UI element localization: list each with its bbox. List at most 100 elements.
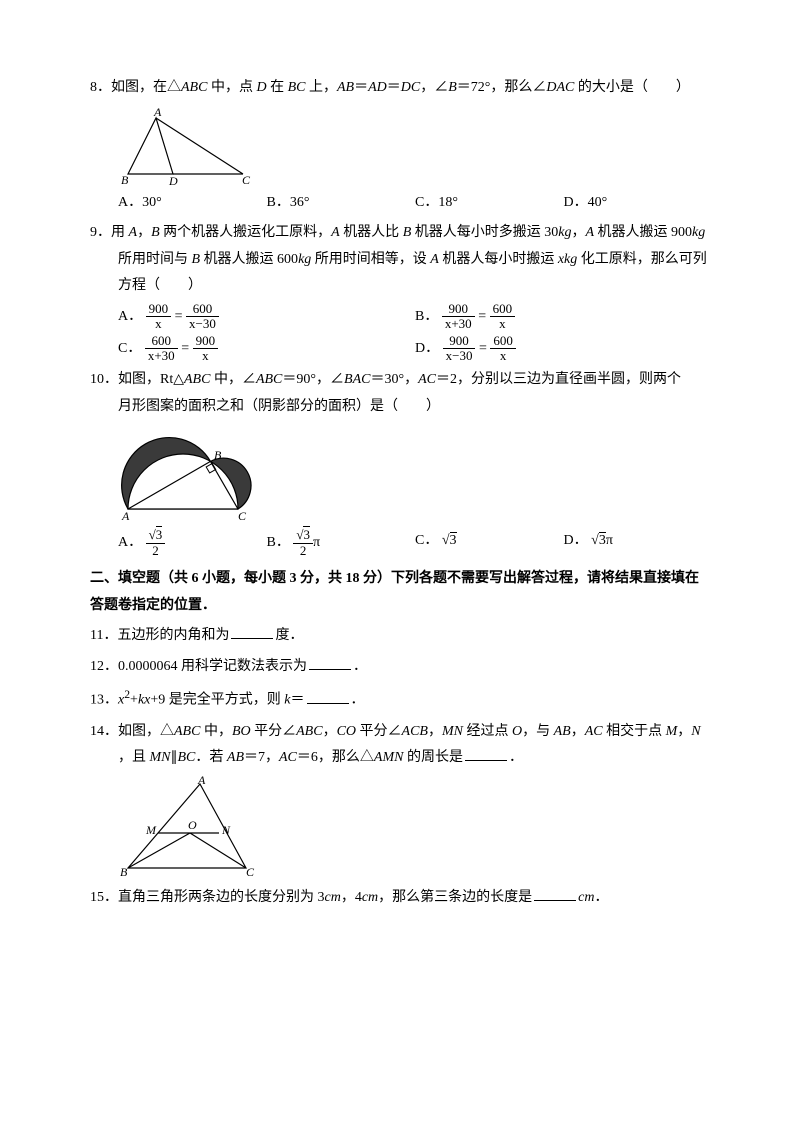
q13-tc: ＝ <box>291 693 305 708</box>
question-10: 10．如图，Rt△ABC 中，∠ABC＝90°，∠BAC＝30°，AC＝2，分别… <box>90 367 712 558</box>
svg-text:O: O <box>188 818 197 832</box>
q10-line1: 10．如图，Rt△ABC 中，∠ABC＝90°，∠BAC＝30°，AC＝2，分别… <box>90 367 712 394</box>
q8-t1: 8．如图，在△ <box>90 80 181 95</box>
q14-acb: ACB <box>402 724 428 739</box>
q14-ac2: AC <box>279 750 297 765</box>
q10-optB-pre: B． <box>267 535 290 550</box>
q13-plus: + <box>130 693 138 708</box>
q9-t10: 所用时间相等，设 <box>311 252 430 267</box>
q10-fracB: √32 <box>293 528 313 558</box>
q8-optC: C．18° <box>415 190 564 217</box>
q14-amn: AMN <box>374 750 404 765</box>
q14-t16: ＝6，那么△ <box>297 750 374 765</box>
q10-abc: ABC <box>184 372 210 387</box>
q10-fracA: √32 <box>146 528 166 558</box>
q9-b2: B <box>403 225 412 240</box>
page-content: 8．如图，在△ABC 中，点 D 在 BC 上，AB＝AD＝DC，∠B＝72°，… <box>0 0 794 955</box>
q14-t2: 中， <box>200 724 232 739</box>
q9-t11: 机器人每小时搬运 <box>439 252 558 267</box>
svg-text:N: N <box>221 823 231 837</box>
q14-t17: 的周长是 <box>403 750 463 765</box>
q9-optB: B． 900x+30 = 600x <box>415 302 712 332</box>
q9-t3: 两个机器人搬运化工原料， <box>160 225 332 240</box>
q14-bo: BO <box>232 724 251 739</box>
q8-svg: A B D C <box>118 106 258 186</box>
q8-ab: AB <box>337 80 354 95</box>
q13-blank <box>307 689 349 704</box>
q15-cm1: cm <box>325 890 341 905</box>
q12-tb: ． <box>353 659 367 674</box>
q14-ac1: AC <box>585 724 603 739</box>
q13-tb: +9 是完全平方式，则 <box>150 693 284 708</box>
q14-abc2: ABC <box>296 724 322 739</box>
q9-optC-pre: C． <box>118 341 141 356</box>
q10-piD: π <box>606 533 613 548</box>
q8-dc: DC <box>401 80 420 95</box>
q14-t9: ， <box>571 724 585 739</box>
q9-kg2: kg <box>692 225 705 240</box>
q14-n: N <box>691 724 700 739</box>
svg-text:A: A <box>197 776 206 787</box>
q14-t7: 经过点 <box>463 724 512 739</box>
section-2-header: 二、填空题（共 6 小题，每小题 3 分，共 18 分）下列各题不需要写出解答过… <box>90 566 712 619</box>
q9-line1: 9．用 A，B 两个机器人搬运化工原料，A 机器人比 B 机器人每小时多搬运 3… <box>90 220 712 247</box>
q9-kg1: kg <box>558 225 571 240</box>
q9-optsAB: A． 900x = 600x−30 B． 900x+30 = 600x <box>90 302 712 332</box>
q9-optsCD: C． 600x+30 = 900x D． 900x−30 = 600x <box>90 334 712 364</box>
q9-xkg: xkg <box>558 252 577 267</box>
q8-optD: D．40° <box>564 190 713 217</box>
q10-AC: AC <box>418 372 436 387</box>
q9-t12: 化工原料，那么可列 <box>577 252 707 267</box>
q9-b1: B <box>151 225 160 240</box>
q9-fracB2: 600x <box>490 302 516 332</box>
q8-eq1: ＝ <box>354 80 368 95</box>
q10-t2: 中，∠ <box>210 372 256 387</box>
q13-td: ． <box>351 693 365 708</box>
question-15: 15．直角三角形两条边的长度分别为 3cm，4cm，那么第三条边的长度是cm． <box>90 885 712 912</box>
svg-text:D: D <box>168 174 178 186</box>
q9-optD: D． 900x−30 = 600x <box>415 334 712 364</box>
q14-t15: ＝7， <box>244 750 279 765</box>
q8-dac: DAC <box>546 80 574 95</box>
q10-line2: 月形图案的面积之和（阴影部分的面积）是（ ） <box>90 394 712 421</box>
q14-t8: ，与 <box>522 724 554 739</box>
q9-t2: ， <box>137 225 151 240</box>
q14-o: O <box>512 724 522 739</box>
q8-t6: ＝72°，那么∠ <box>457 80 547 95</box>
q14-ab2: AB <box>227 750 244 765</box>
q10-optC-pre: C． <box>415 533 438 548</box>
q9-b3: B <box>192 252 201 267</box>
q15-cm2: cm <box>362 890 378 905</box>
q14-t5: 平分∠ <box>356 724 402 739</box>
q9-fracC2: 900x <box>193 334 219 364</box>
q15-cm3: cm <box>578 890 594 905</box>
q8-t5: ，∠ <box>420 80 448 95</box>
q14-ab1: AB <box>554 724 571 739</box>
q10-sqrt3D: 3 <box>599 532 606 548</box>
q14-blank <box>465 746 507 761</box>
q14-t13: ∥ <box>171 750 178 765</box>
q9-fracC1: 600x+30 <box>145 334 178 364</box>
q14-t4: ， <box>323 724 337 739</box>
q9-optD-pre: D． <box>415 341 439 356</box>
svg-text:A: A <box>153 106 162 119</box>
q8-abc: ABC <box>181 80 207 95</box>
question-13: 13．x2+kx+9 是完全平方式，则 k＝． <box>90 684 712 714</box>
q9-optA-pre: A． <box>118 309 142 324</box>
q9-fracD2: 600x <box>490 334 516 364</box>
q10-t4: ＝30°， <box>370 372 418 387</box>
q10-sqrtD: √ <box>591 533 599 548</box>
question-8: 8．如图，在△ABC 中，点 D 在 BC 上，AB＝AD＝DC，∠B＝72°，… <box>90 75 712 216</box>
q10-optB: B． √32π <box>267 528 416 558</box>
q9-fracA2: 600x−30 <box>186 302 219 332</box>
q15-ta: 15．直角三角形两条边的长度分别为 3 <box>90 890 325 905</box>
q8-bc: BC <box>288 80 306 95</box>
q8-t4: 上， <box>305 80 337 95</box>
q13-ta: 13． <box>90 693 118 708</box>
q9-optC: C． 600x+30 = 900x <box>118 334 415 364</box>
q14-co: CO <box>337 724 356 739</box>
q10-t1: 10．如图，Rt△ <box>90 372 184 387</box>
q9-t5: 机器人每小时多搬运 30 <box>411 225 558 240</box>
q14-bc: BC <box>178 750 196 765</box>
q14-t6: ， <box>428 724 442 739</box>
